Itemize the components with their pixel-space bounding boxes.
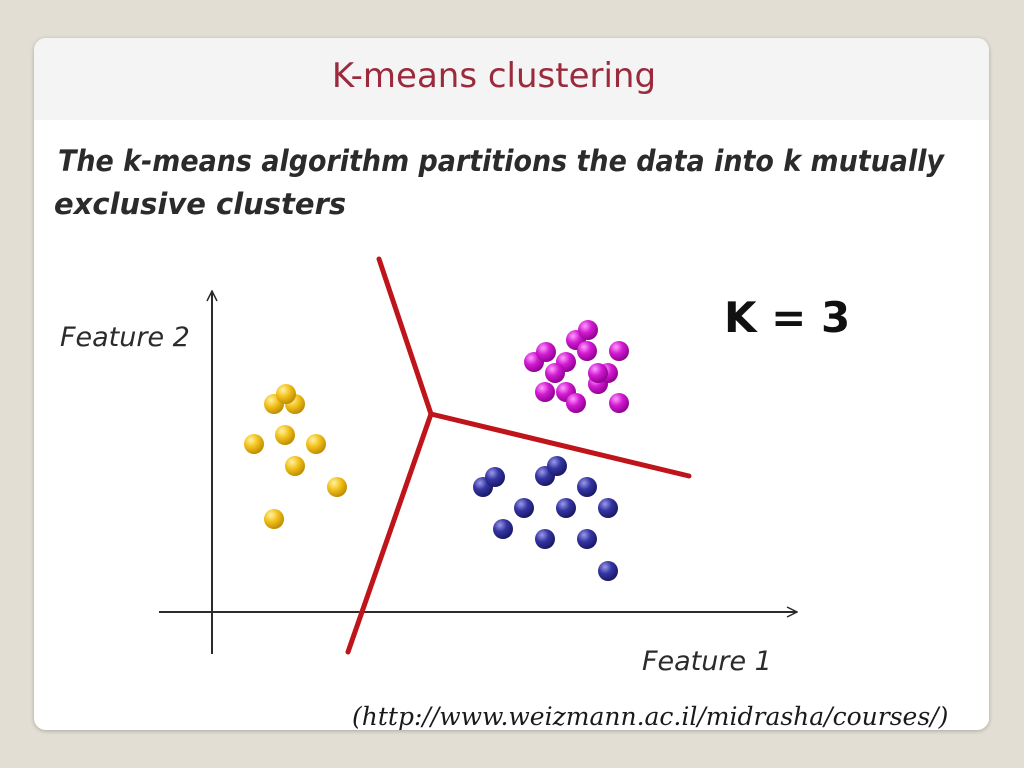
magenta-point	[609, 393, 629, 413]
magenta-point	[578, 320, 598, 340]
yellow-point	[275, 425, 295, 445]
yellow-point	[327, 477, 347, 497]
yellow-point	[306, 434, 326, 454]
boundary-upper	[376, 256, 434, 417]
magenta-point	[566, 393, 586, 413]
boundary-right	[428, 411, 692, 479]
yellow-point	[285, 456, 305, 476]
decision-boundaries	[345, 256, 692, 655]
blue-point	[493, 519, 513, 539]
cluster-magenta	[524, 320, 629, 413]
figure-area	[34, 120, 989, 730]
yellow-point	[244, 434, 264, 454]
blue-point	[556, 498, 576, 518]
blue-point	[577, 529, 597, 549]
boundary-lower	[345, 411, 434, 655]
magenta-point	[577, 341, 597, 361]
cluster-blue	[473, 456, 618, 581]
magenta-point	[545, 363, 565, 383]
slide-title: K-means clustering	[331, 56, 657, 96]
blue-point	[485, 467, 505, 487]
blue-point	[547, 456, 567, 476]
blue-point	[598, 498, 618, 518]
kmeans-diagram: The k-means algorithm partitions the dat…	[54, 144, 945, 677]
magenta-point	[535, 382, 555, 402]
x-axis-label: Feature 1	[642, 646, 772, 677]
slide: K-means clustering The k-me	[34, 38, 989, 730]
heading-line-2: exclusive clusters	[54, 187, 346, 221]
magenta-point	[536, 342, 556, 362]
k-label: K = 3	[724, 293, 850, 342]
source-citation: (http://www.weizmann.ac.il/midrasha/cour…	[352, 702, 949, 730]
yellow-point	[276, 384, 296, 404]
cluster-yellow	[244, 384, 347, 529]
yellow-point	[264, 509, 284, 529]
blue-point	[577, 477, 597, 497]
magenta-point	[609, 341, 629, 361]
blue-point	[598, 561, 618, 581]
y-axis-label: Feature 2	[60, 322, 190, 353]
blue-point	[514, 498, 534, 518]
title-band	[34, 38, 989, 120]
blue-point	[535, 529, 555, 549]
magenta-point	[588, 363, 608, 383]
heading-line-1: The k-means algorithm partitions the dat…	[58, 144, 945, 178]
